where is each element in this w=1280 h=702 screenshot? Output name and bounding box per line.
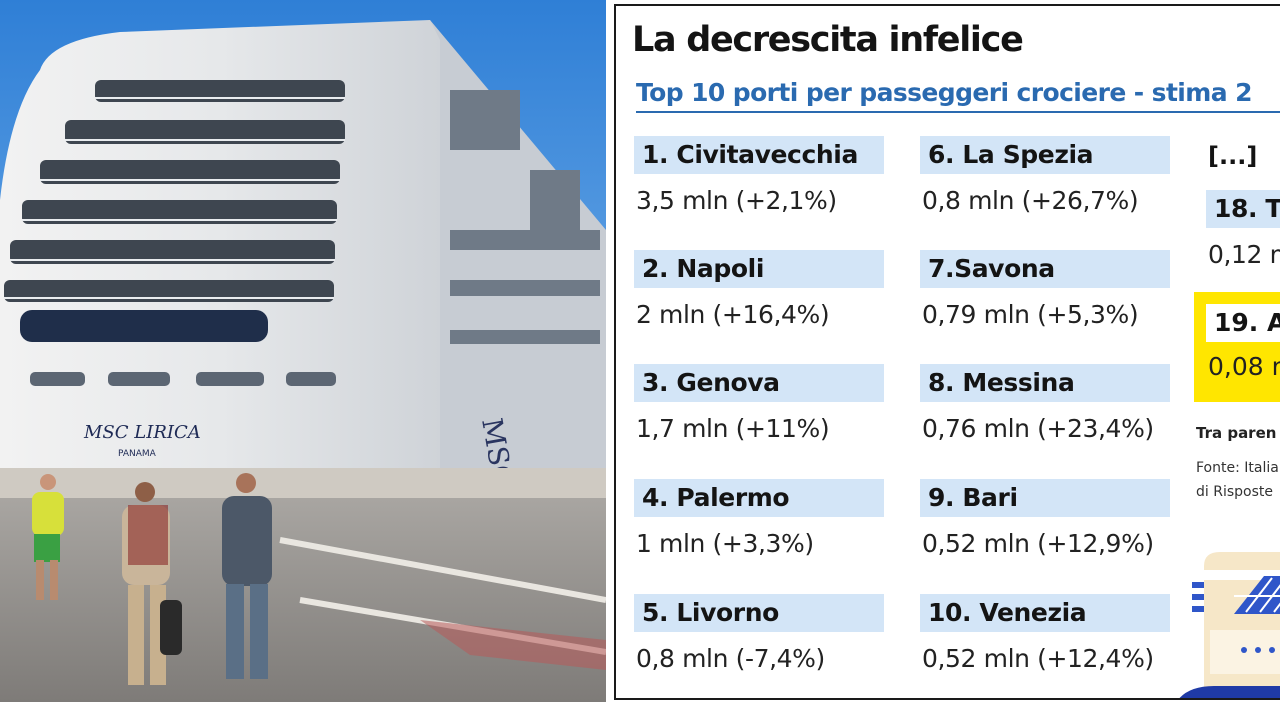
cruise-ports-infographic: La decrescita infelice Top 10 porti per …: [614, 4, 1280, 700]
port-passengers: 0,52 mln (+12,9%): [922, 529, 1154, 558]
port-entry: 8. Messina 0,76 mln (+23,4%): [920, 364, 1170, 443]
port-passengers: 0,8 mln (+26,7%): [922, 186, 1139, 215]
port-passengers: 2 mln (+16,4%): [636, 300, 830, 329]
ship-illustration-icon: [1179, 552, 1280, 698]
cruise-ship-photo: MSC LIRICA PANAMA MSC: [0, 0, 606, 702]
ellipsis-marker: [...]: [1208, 142, 1258, 170]
infographic-title: La decrescita infelice: [632, 20, 1024, 60]
port-passengers: 0,12 m: [1208, 240, 1280, 269]
port-entry: 3. Genova 1,7 mln (+11%): [634, 364, 884, 443]
port-entry-19-highlight: 19. A 0,08 m: [1194, 292, 1280, 402]
port-entry: 10. Venezia 0,52 mln (+12,4%): [920, 594, 1170, 673]
port-name: 4. Palermo: [634, 479, 884, 517]
port-passengers: 1 mln (+3,3%): [636, 529, 814, 558]
port-entry: 4. Palermo 1 mln (+3,3%): [634, 479, 884, 558]
port-name: 19. A: [1206, 304, 1280, 342]
port-name: 2. Napoli: [634, 250, 884, 288]
port-passengers: 0,76 mln (+23,4%): [922, 414, 1154, 443]
port-passengers: 0,79 mln (+5,3%): [922, 300, 1139, 329]
port-entry: 5. Livorno 0,8 mln (-7,4%): [634, 594, 884, 673]
infographic-subtitle: Top 10 porti per passeggeri crociere - s…: [636, 78, 1280, 113]
port-entry: 7.Savona 0,79 mln (+5,3%): [920, 250, 1170, 329]
port-name: 7.Savona: [920, 250, 1170, 288]
port-entry: 9. Bari 0,52 mln (+12,9%): [920, 479, 1170, 558]
port-passengers: 1,7 mln (+11%): [636, 414, 830, 443]
ship-flag-text: PANAMA: [118, 449, 157, 459]
port-entry: 1. Civitavecchia 3,5 mln (+2,1%): [634, 136, 884, 215]
source-line: Fonte: Italia: [1196, 460, 1279, 476]
source-line: di Risposte: [1196, 484, 1273, 500]
port-name: 3. Genova: [634, 364, 884, 402]
port-name: 1. Civitavecchia: [634, 136, 884, 174]
port-entry-18: 18. T 0,12 m: [1206, 190, 1280, 269]
port-name: 9. Bari: [920, 479, 1170, 517]
port-name: 18. T: [1206, 190, 1280, 228]
port-name: 5. Livorno: [634, 594, 884, 632]
port-name: 8. Messina: [920, 364, 1170, 402]
port-passengers: 0,8 mln (-7,4%): [636, 644, 825, 673]
port-passengers: 0,08 m: [1208, 352, 1280, 381]
port-entry: 6. La Spezia 0,8 mln (+26,7%): [920, 136, 1170, 215]
port-name: 10. Venezia: [920, 594, 1170, 632]
parentheses-note: Tra paren: [1196, 424, 1277, 442]
port-entry: 2. Napoli 2 mln (+16,4%): [634, 250, 884, 329]
source-credit: Fonte: Italia di Risposte: [1196, 456, 1279, 504]
ship-name-text: MSC LIRICA: [83, 422, 201, 443]
port-passengers: 0,52 mln (+12,4%): [922, 644, 1154, 673]
port-passengers: 3,5 mln (+2,1%): [636, 186, 837, 215]
pedestrians: [32, 473, 272, 685]
port-name: 6. La Spezia: [920, 136, 1170, 174]
